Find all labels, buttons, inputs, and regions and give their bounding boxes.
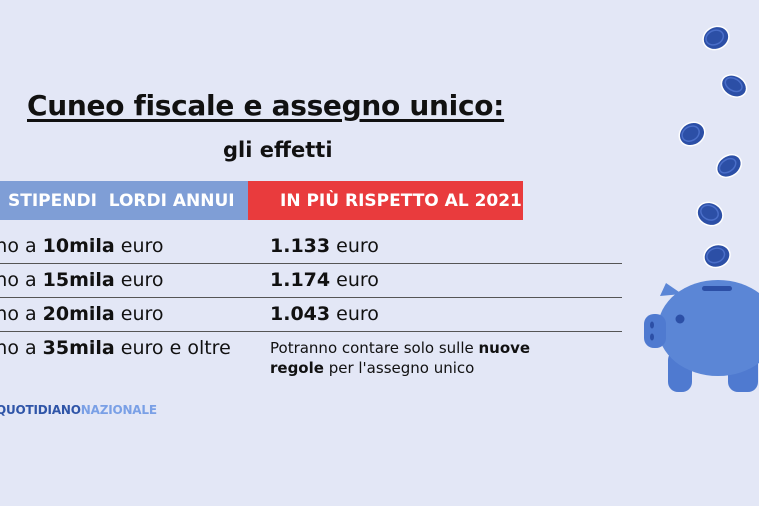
header-in-piu: IN PIÙ RISPETTO AL 2021: [248, 181, 523, 220]
gain-cell: 1.043 euro: [270, 301, 379, 327]
gain-amount: 1.133: [270, 235, 331, 257]
income-suffix: euro e oltre: [114, 337, 231, 359]
income-suffix: euro: [114, 303, 164, 325]
note-bold: nuove: [478, 339, 531, 357]
note-bold: regole: [270, 359, 324, 377]
income-prefix: ino a: [0, 303, 37, 325]
page-subtitle: gli effetti: [223, 138, 333, 162]
table-row: ino a 15mila euro 1.174 euro: [0, 264, 622, 298]
income-suffix: euro: [114, 269, 164, 291]
gain-unit: euro: [330, 269, 379, 291]
assegno-note: Potranno contare solo sulle nuove regole …: [270, 338, 590, 378]
brand-part: NAZIONALE: [80, 403, 157, 417]
income-cell: ino a 10mila euro: [0, 233, 164, 259]
gain-unit: euro: [330, 235, 379, 257]
header-stipendi-label: STIPENDI LORDI ANNUI: [8, 190, 235, 211]
row-divider: [0, 331, 622, 332]
coin-icon: [696, 201, 724, 227]
gain-cell: 1.174 euro: [270, 267, 379, 293]
header-in-piu-label: IN PIÙ RISPETTO AL 2021: [280, 190, 522, 211]
note-text: Potranno contare solo sulle: [270, 339, 479, 357]
income-amount: 20mila: [42, 303, 115, 325]
income-cell: ino a 15mila euro: [0, 267, 164, 293]
page-title: Cuneo fiscale e assegno unico:: [27, 89, 505, 122]
brand-logo: QUOTIDIANONAZIONALE: [0, 403, 157, 417]
income-cell: ino a 20mila euro: [0, 301, 164, 327]
income-amount: 10mila: [42, 235, 115, 257]
coin-icon: [720, 74, 748, 98]
coin-icon: [678, 121, 706, 147]
gain-amount: 1.043: [270, 303, 331, 325]
table-row: ino a 20mila euro 1.043 euro: [0, 298, 622, 332]
gain-amount: 1.174: [270, 269, 331, 291]
gain-unit: euro: [330, 303, 379, 325]
income-prefix: ino a: [0, 337, 37, 359]
coin-icon: [703, 243, 731, 269]
income-suffix: euro: [114, 235, 164, 257]
coin-icon: [702, 25, 730, 51]
gain-cell: 1.133 euro: [270, 233, 379, 259]
income-cell: ino a 35mila euro e oltre: [0, 335, 231, 361]
table-row: ino a 35mila euro e oltre: [0, 332, 622, 366]
income-prefix: ino a: [0, 235, 37, 257]
table-row: ino a 10mila euro 1.133 euro: [0, 230, 622, 264]
header-stipendi: STIPENDI LORDI ANNUI: [0, 181, 248, 220]
income-amount: 15mila: [42, 269, 115, 291]
brand-part: QUOTIDIANO: [0, 403, 81, 417]
row-divider: [0, 263, 622, 264]
coin-icon: [715, 153, 743, 179]
note-text: per l'assegno unico: [323, 359, 475, 377]
income-prefix: ino a: [0, 269, 37, 291]
income-amount: 35mila: [42, 337, 115, 359]
row-divider: [0, 297, 622, 298]
piggy-bank-icon: [644, 280, 759, 392]
